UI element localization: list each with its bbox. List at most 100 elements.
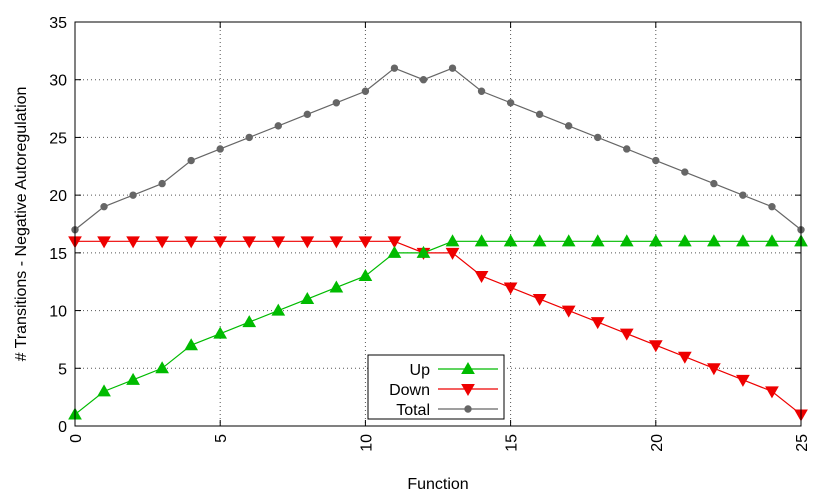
data-point-down [126,236,140,249]
y-tick-label: 5 [58,361,67,378]
data-point-down [213,236,228,249]
data-point-down [619,328,634,341]
series-up [68,234,808,420]
legend-marker-total [464,405,472,413]
data-point-total [623,145,631,153]
y-tick-label: 15 [49,246,67,263]
data-point-total [129,191,137,199]
data-point-up [619,234,634,247]
data-point-total [187,156,195,165]
data-point-up [445,234,460,247]
data-point-total [768,202,776,211]
data-point-total [245,133,253,142]
data-point-up [648,234,663,247]
data-point-total [303,110,312,119]
series-line-up [74,240,801,415]
data-point-up [590,234,605,247]
y-tick-label: 10 [49,304,67,321]
data-point-total [564,122,573,130]
plot-frame [74,21,802,427]
y-axis-ticks: 0 5 10 15 20 25 30 35 [49,15,801,436]
grid-lines [75,22,801,426]
data-point-up [503,234,518,247]
data-point-up [387,245,402,258]
y-tick-label: 20 [49,188,67,205]
data-point-down [590,317,605,330]
data-point-total [158,179,166,188]
data-point-up [416,245,431,258]
data-point-up [126,372,140,385]
data-point-total [506,99,515,107]
data-point-down [97,236,111,249]
series-layer [68,64,808,422]
series-down [68,236,808,422]
series-line-total [74,67,802,231]
legend-marker-down [461,384,475,397]
x-tick-label: 20 [649,434,666,452]
data-point-up [271,303,286,316]
x-tick-label: 0 [68,434,85,443]
data-point-down [503,282,518,295]
data-point-up [736,234,750,247]
data-point-down [707,363,721,376]
data-point-total [739,191,747,199]
y-axis-label: # Transitions - Negative Autoregulation [13,87,30,362]
data-point-down [474,270,489,283]
data-point-up [707,234,721,247]
y-tick-label: 0 [58,419,67,436]
x-tick-label: 10 [358,434,375,452]
x-tick-label: 25 [794,434,811,452]
data-point-total [594,133,602,142]
data-point-down [329,236,344,249]
data-point-up [242,315,257,328]
data-point-total [652,156,660,165]
data-point-total [448,64,457,72]
data-point-down [242,236,257,249]
data-point-total [216,145,224,153]
data-point-down [648,340,663,353]
data-point-total [535,110,544,119]
y-tick-label: 35 [49,15,67,32]
data-point-down [155,236,169,249]
legend-label-total: Total [396,402,430,419]
series-total [71,64,805,234]
x-axis-label: Function [407,476,468,493]
data-point-down [677,351,692,364]
data-point-up [97,384,111,397]
data-point-down [300,236,315,249]
data-point-total [419,76,428,84]
data-point-down [561,305,576,318]
data-point-up [561,234,576,247]
data-point-total [274,122,282,130]
data-point-up [532,234,547,247]
data-point-up [474,234,489,247]
data-point-total [361,87,370,95]
data-point-up [765,234,779,247]
legend-box [367,354,505,420]
data-point-up [300,292,315,305]
data-point-total [390,64,399,72]
legend-label-down: Down [389,382,430,399]
legend-marker-up [461,361,475,374]
data-point-down [736,374,750,387]
x-tick-label: 5 [213,434,230,443]
data-point-down [271,236,286,249]
y-tick-label: 30 [49,73,67,90]
data-point-up [184,338,199,351]
data-point-down [765,386,779,399]
legend: Up Down Total [367,354,505,420]
data-point-down [184,236,199,249]
y-tick-label: 25 [49,130,67,147]
data-point-total [477,87,486,95]
data-point-up [677,234,692,247]
data-point-up [329,280,344,293]
data-point-down [532,294,547,307]
legend-label-up: Up [410,362,431,379]
data-point-total [681,168,689,176]
data-point-up [358,268,373,281]
data-point-total [100,202,108,211]
data-point-total [710,179,718,188]
x-tick-label: 15 [504,434,521,452]
data-point-up [213,326,228,339]
